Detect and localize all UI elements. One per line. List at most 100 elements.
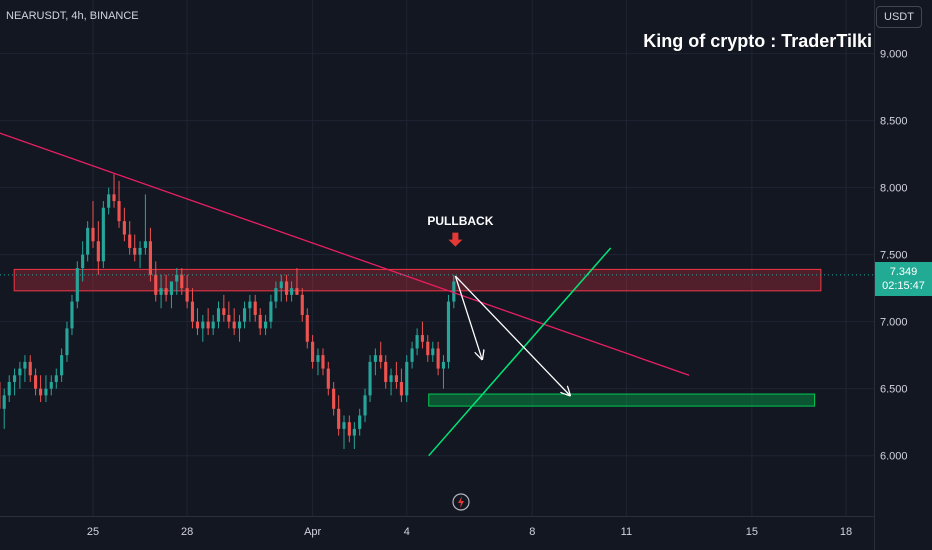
candle-body: [107, 194, 111, 208]
candle: [410, 341, 414, 369]
candle: [190, 288, 195, 329]
replay-icon-ring: [452, 493, 470, 511]
candle-body: [342, 422, 346, 429]
candle-body: [60, 355, 64, 376]
candle-body: [274, 288, 278, 302]
candle-body: [279, 281, 283, 289]
candle-body: [180, 274, 184, 289]
candle: [352, 422, 356, 449]
candle: [316, 348, 320, 376]
candle: [399, 368, 403, 403]
candle: [12, 368, 17, 396]
candle-body: [54, 375, 58, 382]
plot-area: [0, 0, 874, 516]
candle: [138, 241, 142, 269]
candle-body: [452, 281, 456, 302]
candle: [159, 274, 163, 309]
support-zone: [428, 393, 816, 407]
candle: [332, 381, 336, 416]
candle: [49, 375, 53, 396]
projection-arrow: [454, 275, 482, 359]
candle-body: [337, 408, 341, 429]
candle: [248, 294, 252, 322]
candle-body: [101, 207, 105, 262]
candle-body: [81, 254, 85, 269]
candle: [96, 221, 100, 275]
candle-body: [227, 314, 231, 322]
candle-body: [410, 348, 414, 362]
x-tick-label: 18: [840, 526, 852, 538]
candle: [389, 368, 393, 396]
candle-body: [436, 348, 440, 369]
candle: [101, 201, 105, 269]
candle-body: [399, 381, 403, 396]
candle: [290, 281, 294, 302]
candle: [258, 308, 262, 336]
candle: [326, 361, 330, 396]
candle-body: [185, 288, 189, 302]
candle: [274, 281, 278, 309]
candle-body: [316, 355, 320, 362]
candle: [180, 268, 184, 295]
x-tick-label: 15: [746, 526, 758, 538]
candle: [65, 321, 69, 362]
candle-body: [169, 281, 174, 295]
bar-countdown: 02:15:47: [875, 278, 932, 296]
x-tick-label: 11: [621, 526, 632, 538]
candle: [185, 274, 189, 309]
candle: [81, 241, 85, 282]
candle: [164, 274, 168, 302]
candle: [285, 274, 289, 302]
y-tick-label: 8.000: [880, 183, 908, 195]
candle-body: [128, 234, 132, 248]
candle: [373, 348, 377, 376]
candle: [305, 308, 309, 349]
candle: [321, 348, 325, 376]
candle-body: [143, 241, 147, 248]
candle: [70, 294, 74, 336]
candle: [128, 221, 132, 255]
candle: [23, 355, 27, 382]
candle-body: [426, 341, 430, 356]
candle: [112, 174, 116, 208]
last-price-tag: 7.349: [875, 261, 932, 279]
candle: [279, 274, 283, 302]
candle: [216, 301, 221, 329]
candle: [384, 355, 388, 389]
y-tick-label: 8.500: [880, 116, 908, 128]
candle-body: [373, 355, 377, 362]
candle-body: [159, 288, 163, 295]
candle: [39, 375, 43, 403]
candle: [91, 201, 95, 248]
pullback-label: PULLBACK: [427, 213, 494, 228]
candle-body: [7, 381, 11, 396]
candle: [18, 361, 22, 389]
candle-body: [311, 341, 315, 362]
y-tick-label: 6.000: [880, 451, 908, 463]
candle-body: [195, 321, 200, 329]
candle-body: [263, 321, 268, 329]
candle-body: [363, 395, 367, 416]
candle: [107, 187, 111, 215]
candle: [431, 341, 435, 362]
candle: [394, 361, 398, 389]
currency-selector[interactable]: USDT: [876, 6, 922, 28]
candle: [368, 355, 372, 403]
candle-body: [384, 361, 388, 382]
candle-body: [389, 375, 393, 382]
candle: [379, 341, 383, 369]
candle-body: [65, 328, 69, 356]
candle-body: [232, 321, 236, 329]
y-tick-label: 7.500: [880, 250, 908, 262]
replay-icon[interactable]: [452, 493, 470, 511]
candle-body: [394, 375, 398, 382]
candle: [133, 234, 137, 262]
candle-body: [332, 388, 336, 409]
candle: [337, 395, 341, 436]
candle-body: [222, 308, 226, 315]
candle-body: [446, 301, 451, 362]
candle: [75, 261, 79, 309]
candle: [237, 314, 242, 342]
candle: [175, 268, 179, 295]
